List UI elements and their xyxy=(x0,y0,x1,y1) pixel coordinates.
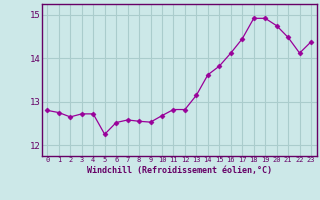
X-axis label: Windchill (Refroidissement éolien,°C): Windchill (Refroidissement éolien,°C) xyxy=(87,166,272,175)
